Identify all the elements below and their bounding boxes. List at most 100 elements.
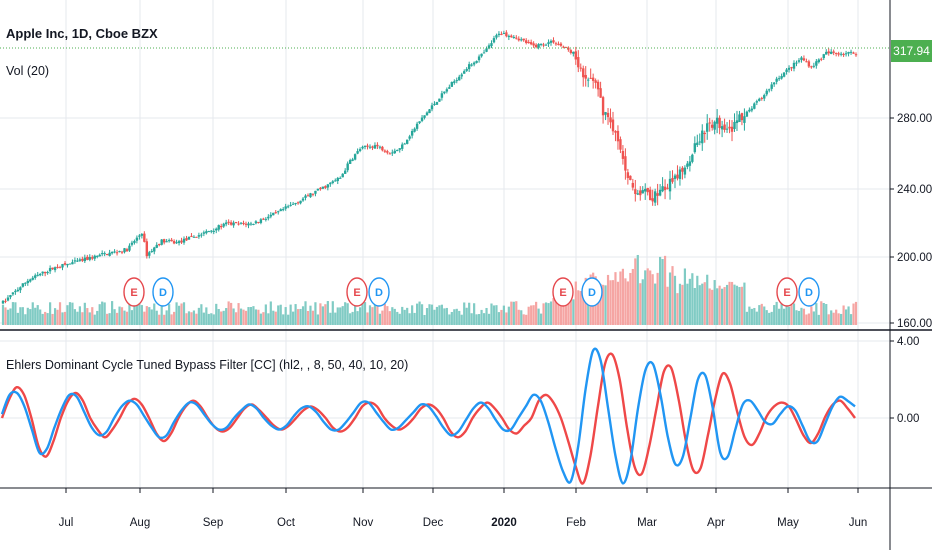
volume-bar — [830, 310, 833, 325]
candle-body — [552, 40, 555, 43]
volume-bar — [577, 290, 580, 325]
volume-bar — [537, 308, 540, 325]
volume-bar — [267, 313, 270, 325]
volume-bar — [450, 311, 453, 325]
volume-bar — [93, 314, 96, 325]
volume-bar — [272, 310, 275, 325]
volume-bar — [91, 307, 94, 325]
volume-bar — [616, 281, 620, 325]
indicator-legend[interactable]: Ehlers Dominant Cycle Tuned Bypass Filte… — [6, 358, 409, 372]
volume-bar — [106, 313, 109, 325]
candle-body — [686, 163, 689, 167]
volume-bar — [619, 271, 622, 325]
candle-body — [118, 251, 121, 253]
volume-bar — [711, 289, 714, 325]
volume-bar — [730, 281, 734, 325]
volume-bar — [76, 311, 79, 325]
volume-bar — [825, 304, 828, 325]
candle-body — [527, 42, 530, 44]
candle-body — [51, 267, 54, 270]
earnings-marker[interactable]: E — [776, 277, 798, 307]
candle-body — [353, 154, 357, 160]
volume-bar — [562, 293, 565, 325]
dividend-marker[interactable]: D — [368, 277, 390, 307]
candle-body — [329, 182, 332, 185]
volume-bar — [282, 314, 285, 325]
volume-bar — [11, 302, 15, 325]
dividend-marker[interactable]: D — [798, 277, 820, 307]
candle-body — [252, 223, 255, 225]
x-tick-label: Apr — [707, 517, 725, 529]
candle-body — [678, 169, 682, 179]
candle-body — [314, 190, 317, 194]
volume-bar — [120, 307, 124, 325]
candle-body — [386, 151, 389, 153]
dividend-marker[interactable]: D — [581, 277, 603, 307]
volume-bar — [440, 304, 443, 325]
volume-bar — [78, 306, 81, 325]
candle-body — [599, 88, 602, 98]
volume-bar — [673, 275, 677, 325]
volume-bar — [125, 311, 129, 325]
symbol-legend[interactable]: Apple Inc, 1D, Cboe BZX — [6, 26, 158, 41]
candle-body — [574, 51, 577, 60]
candle-body — [153, 247, 156, 252]
volume-bar — [812, 311, 815, 325]
volume-bar — [559, 300, 563, 325]
candle-body — [529, 42, 533, 45]
volume-bar — [135, 303, 139, 325]
volume-bar — [9, 308, 12, 325]
earnings-marker[interactable]: E — [123, 277, 145, 307]
candle-body — [133, 241, 136, 243]
candle-body — [396, 150, 399, 152]
candle-body — [26, 280, 29, 284]
candle-body — [591, 77, 595, 81]
volume-bar — [477, 314, 481, 325]
volume-bar — [668, 272, 672, 325]
volume-bar — [822, 302, 825, 325]
candle-body — [311, 193, 315, 195]
candle-body — [425, 112, 429, 116]
volume-bar — [854, 301, 858, 325]
candle-body — [108, 252, 111, 256]
candle-body — [455, 80, 458, 82]
volume-bar — [339, 307, 342, 325]
candle-body — [715, 117, 719, 124]
volume-bar — [182, 302, 186, 325]
candle-body — [810, 66, 813, 68]
candle-body — [594, 80, 597, 83]
candle-body — [368, 146, 372, 148]
candle-body — [103, 253, 106, 255]
candle-body — [693, 143, 697, 153]
candle-body — [105, 254, 109, 256]
last-price-tag: 317.94 — [891, 40, 932, 62]
volume-bar — [835, 309, 838, 325]
candle-body — [205, 231, 208, 234]
volume-bar — [264, 304, 267, 325]
candle-body — [619, 139, 622, 150]
volume-bar — [840, 313, 843, 325]
candle-body — [415, 123, 419, 129]
candle-body — [48, 268, 52, 272]
candle-body — [703, 132, 706, 135]
event-letter: E — [353, 287, 360, 299]
candle-body — [420, 117, 424, 121]
volume-bar — [599, 283, 602, 325]
dividend-marker[interactable]: D — [152, 277, 174, 307]
volume-bar — [465, 307, 468, 325]
volume-bar — [234, 312, 238, 325]
earnings-marker[interactable]: E — [346, 277, 368, 307]
volume-bar — [31, 302, 34, 325]
volume-bar — [455, 308, 458, 325]
candle-body — [475, 60, 478, 63]
candle-body — [849, 51, 853, 53]
volume-bar — [212, 314, 215, 325]
volume-bar — [51, 313, 54, 325]
volume-bar — [639, 283, 642, 325]
volume-bar — [706, 274, 709, 325]
volume-legend[interactable]: Vol (20) — [6, 64, 50, 78]
earnings-marker[interactable]: E — [552, 277, 574, 307]
x-tick-label: Dec — [423, 517, 444, 529]
